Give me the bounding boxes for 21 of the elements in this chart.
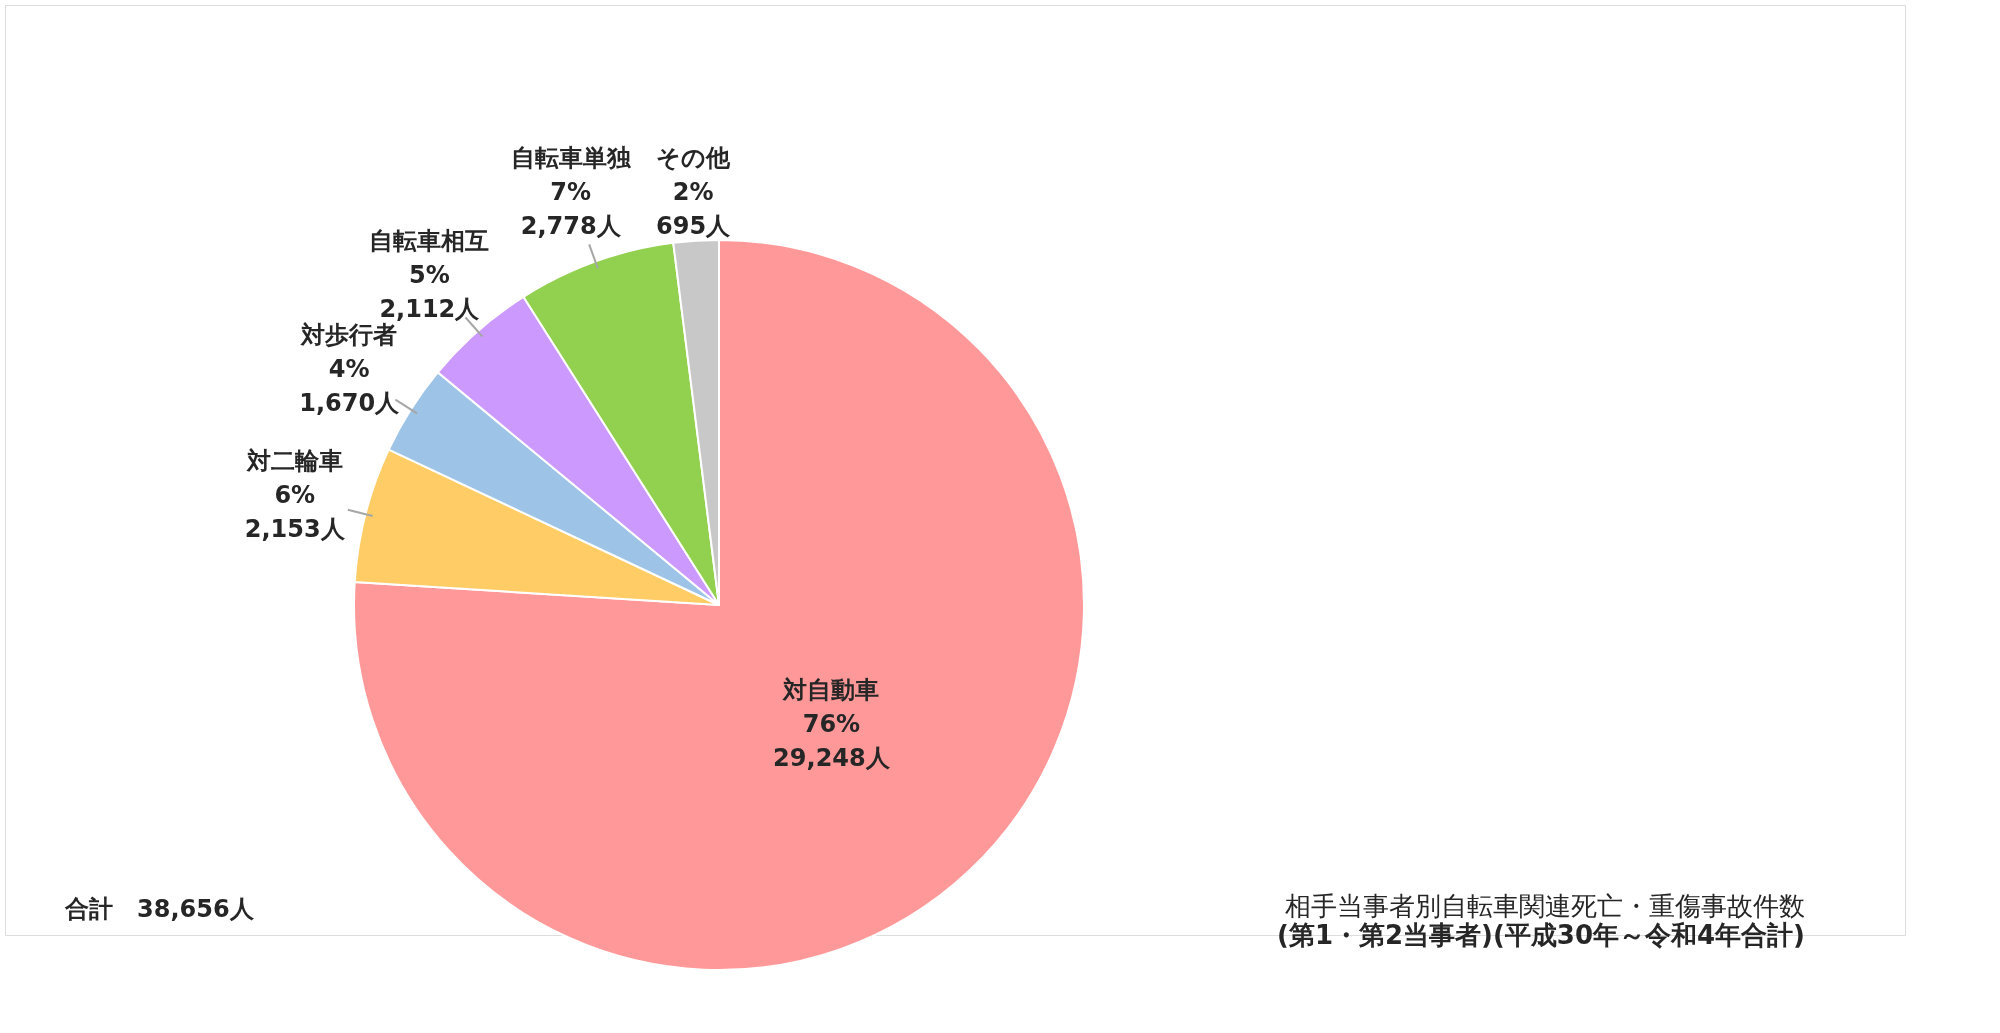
text: 29,248人 [773,743,890,772]
text: 7% [550,177,592,206]
slice-label: 対歩行者 [300,321,398,350]
text: 695人 [656,212,731,241]
text: 2,112人 [379,295,480,324]
text: 4% [328,355,370,384]
slice-label: 自転車単独 [510,143,632,172]
text: 2% [672,178,714,207]
text: 合計 38,656人 [64,895,255,923]
text: 2,153人 [244,515,345,544]
slice-label: 対自動車 [782,675,880,704]
slice-label: 自転車相互 [369,227,490,256]
text: 76% [802,709,861,738]
text: (第1・第2当事者)(平成30年～令和4年合計) [1277,920,1805,950]
text: 5% [408,261,450,290]
text: 6% [274,481,316,510]
text: 1,670人 [299,389,400,418]
slice-label: 対二輪車 [245,447,343,476]
text: 2,778人 [520,211,621,240]
slice-label: その他 [656,144,732,173]
text: 相手当事者別自転車関連死亡・重傷事故件数 [1285,891,1805,921]
